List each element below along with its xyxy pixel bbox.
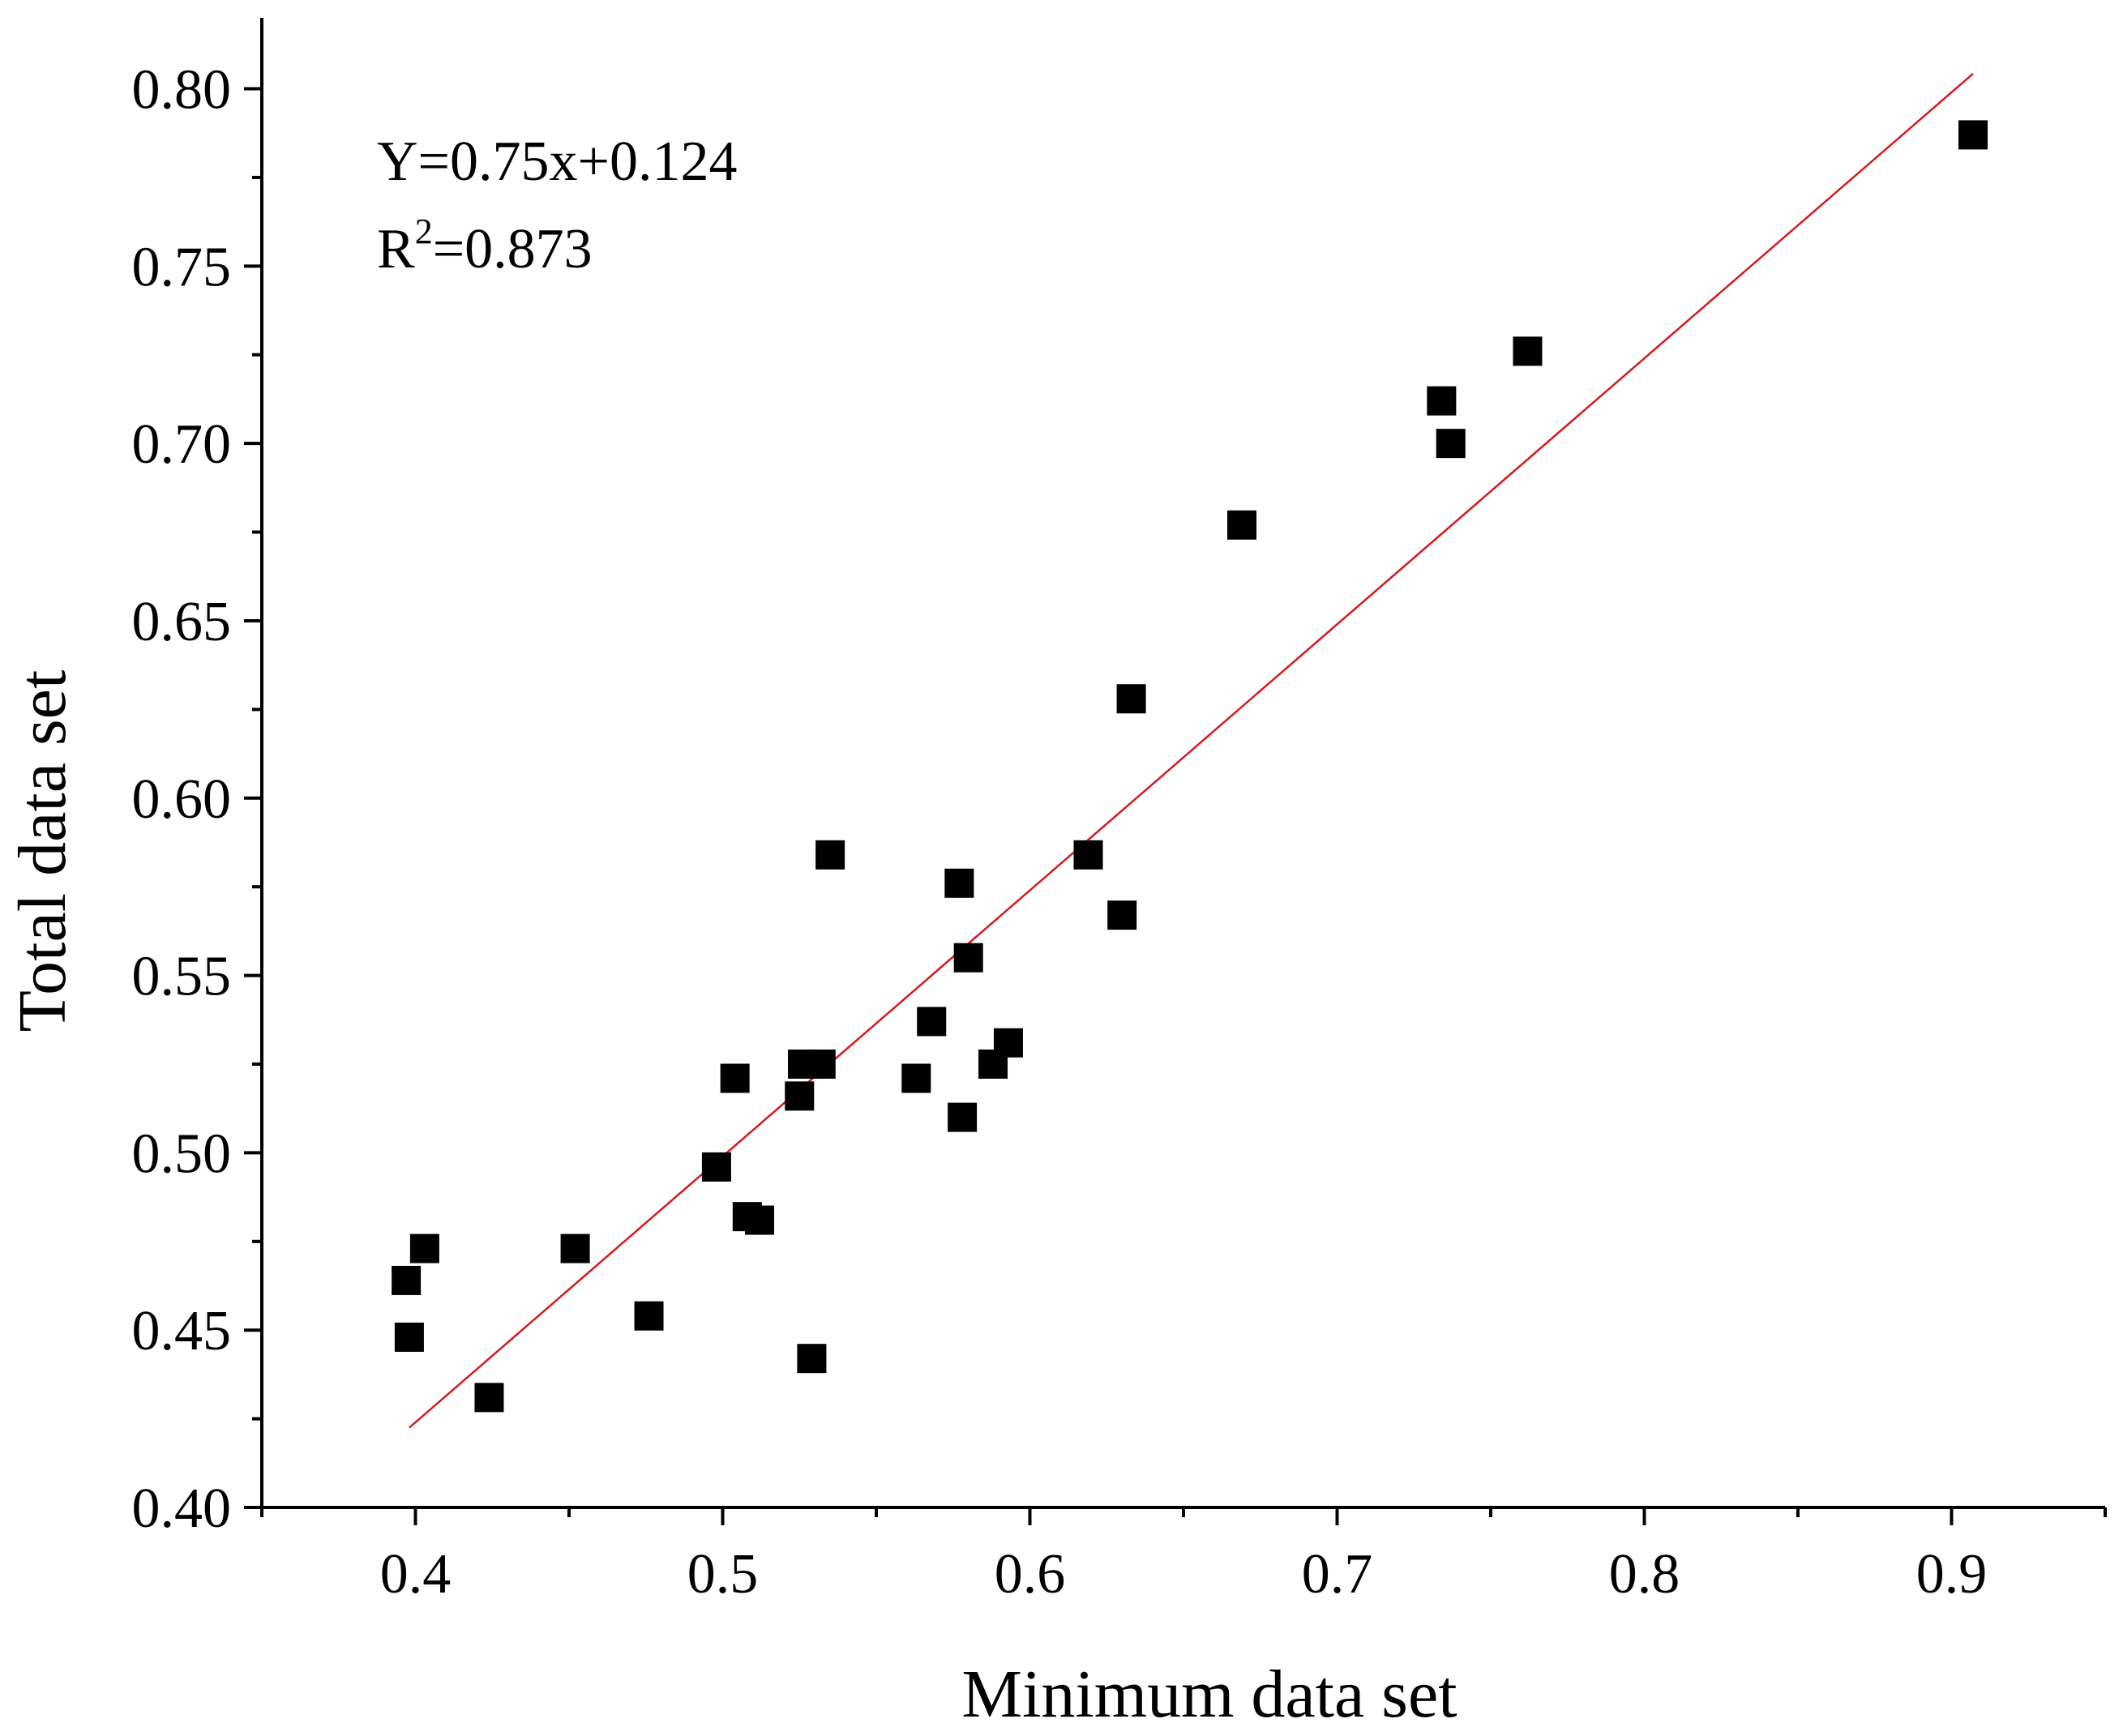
data-point bbox=[634, 1301, 664, 1331]
data-point bbox=[797, 1344, 827, 1374]
data-point bbox=[1436, 429, 1466, 459]
y-tick-label: 0.45 bbox=[132, 1300, 232, 1362]
r-squared-value: =0.873 bbox=[433, 218, 593, 280]
equation-label: Y=0.75x+0.124 bbox=[377, 130, 738, 193]
data-point bbox=[806, 1049, 836, 1079]
data-point bbox=[1427, 386, 1457, 416]
y-axis-title: Total data set bbox=[5, 670, 80, 1033]
data-point bbox=[1116, 684, 1146, 714]
y-tick-label: 0.80 bbox=[132, 59, 232, 122]
y-tick-label: 0.50 bbox=[132, 1122, 232, 1185]
data-point bbox=[1227, 510, 1257, 540]
data-point bbox=[1958, 120, 1988, 150]
data-point bbox=[901, 1063, 931, 1093]
data-point bbox=[474, 1383, 504, 1413]
r-squared-prefix: R bbox=[377, 218, 415, 280]
x-tick-label: 0.8 bbox=[1609, 1543, 1680, 1606]
data-point bbox=[917, 1007, 947, 1037]
data-point bbox=[785, 1081, 815, 1111]
data-point bbox=[1513, 336, 1543, 366]
x-tick-label: 0.7 bbox=[1302, 1543, 1373, 1606]
y-tick-label: 0.60 bbox=[132, 768, 232, 831]
data-point bbox=[701, 1152, 731, 1182]
x-tick-label: 0.5 bbox=[687, 1543, 759, 1606]
r-squared-label: R2=0.873 bbox=[377, 212, 593, 280]
x-tick-label: 0.9 bbox=[1916, 1543, 1988, 1606]
data-point bbox=[815, 840, 845, 870]
data-point bbox=[944, 868, 974, 898]
y-tick-label: 0.65 bbox=[132, 591, 232, 653]
y-tick-label: 0.40 bbox=[132, 1477, 232, 1540]
r-squared-superscript: 2 bbox=[415, 212, 433, 251]
data-point bbox=[392, 1265, 422, 1295]
axis-ticks bbox=[244, 87, 2107, 1525]
data-point bbox=[1073, 840, 1103, 870]
x-axis-title: Minimum data set bbox=[961, 1657, 1457, 1732]
data-point bbox=[953, 943, 983, 973]
data-point bbox=[978, 1049, 1008, 1079]
tick-labels: 0.4 0.5 0.6 0.7 0.8 0.9 0.40 0.45 0.50 0.55 0.60 0.… bbox=[132, 59, 1988, 1606]
data-point bbox=[409, 1234, 439, 1264]
y-tick-label: 0.70 bbox=[132, 413, 232, 476]
data-point bbox=[720, 1063, 750, 1093]
data-point bbox=[948, 1102, 978, 1132]
y-tick-label: 0.75 bbox=[132, 236, 232, 298]
y-tick-label: 0.55 bbox=[132, 946, 232, 1008]
data-points bbox=[392, 120, 1988, 1413]
data-point bbox=[560, 1234, 590, 1264]
data-point bbox=[1107, 900, 1137, 930]
regression-line bbox=[409, 72, 1974, 1429]
x-tick-label: 0.4 bbox=[380, 1543, 452, 1606]
data-point bbox=[394, 1322, 424, 1352]
data-point bbox=[744, 1205, 774, 1235]
x-tick-label: 0.6 bbox=[995, 1543, 1066, 1606]
